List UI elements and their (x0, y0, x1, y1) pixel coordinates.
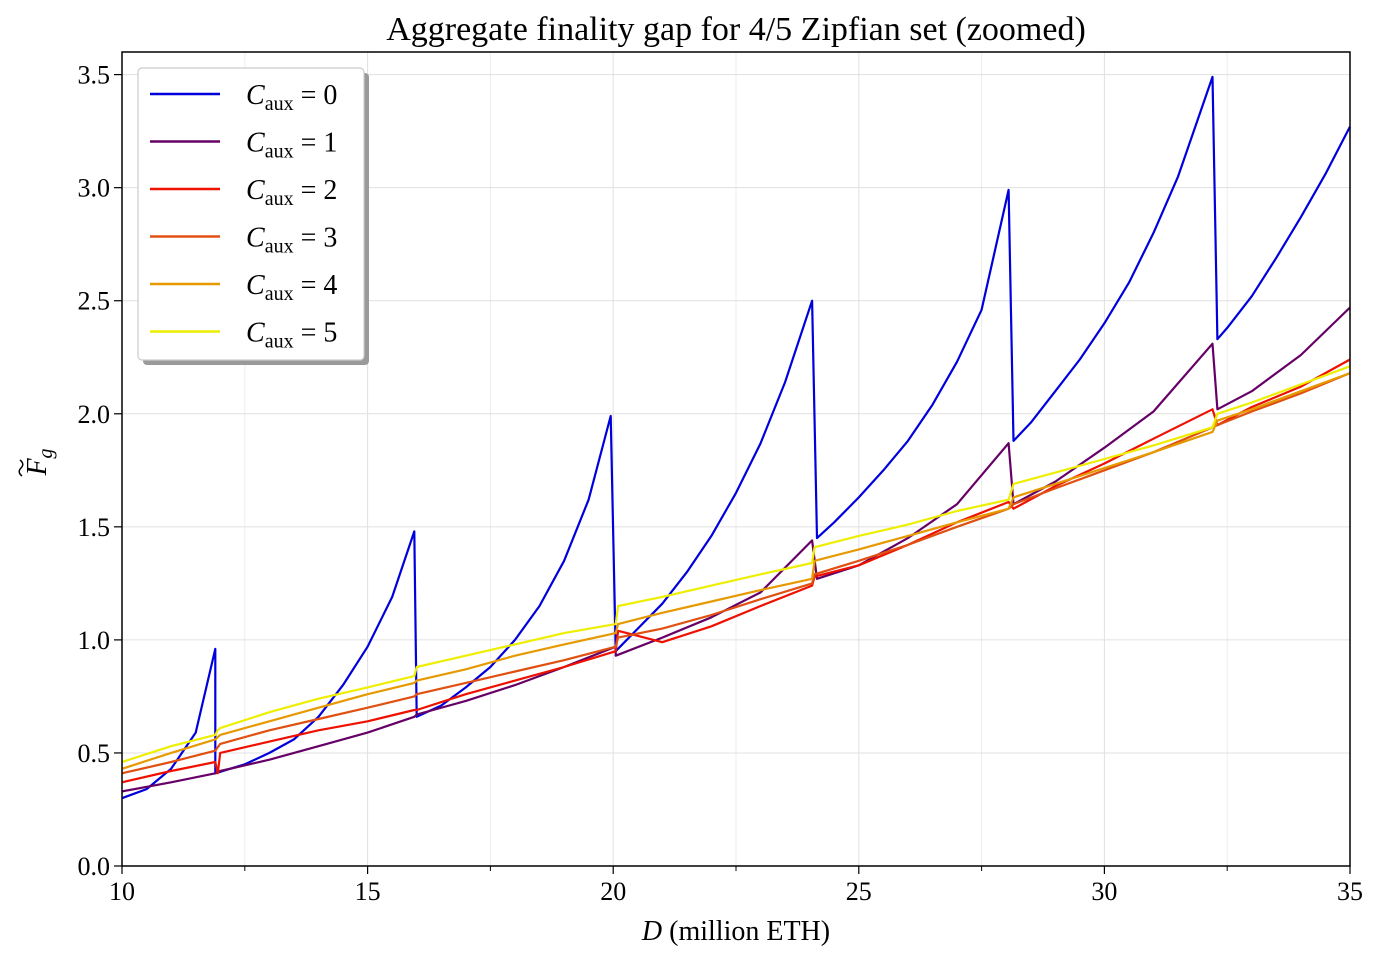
y-axis-label-sub: g (35, 448, 57, 458)
legend: Caux = 0 Caux = 1 Caux = 2 Caux = 3 Caux = 4… (137, 67, 369, 365)
y-axis-ticks: 0.0 0.5 1.0 1.5 2.0 2.5 3.0 3.5 (78, 61, 122, 881)
y-axis-label: Fg (18, 448, 57, 477)
legend-label-1: Caux = 1 (246, 128, 337, 163)
y-tick-label: 0.5 (78, 739, 111, 768)
legend-box (137, 67, 365, 361)
x-tick-label: 10 (109, 877, 135, 906)
x-tick-label: 30 (1091, 877, 1117, 906)
y-tick-label: 0.0 (78, 852, 111, 881)
plot-frame (121, 51, 1351, 867)
y-tick-label: 1.0 (78, 626, 111, 655)
x-axis-ticks: 10 15 20 25 30 35 (109, 866, 1363, 906)
legend-label-5: Caux = 5 (246, 318, 337, 353)
y-tick-label: 3.0 (78, 174, 111, 203)
y-tick-label: 2.5 (78, 287, 111, 316)
x-axis-label-unit: (million ETH) (662, 916, 830, 947)
x-tick-label: 20 (600, 877, 626, 906)
minor-ticks (244, 866, 1228, 871)
series-line-5 (121, 365, 1351, 764)
legend-label-3: Caux = 3 (246, 223, 337, 258)
series-line-2 (121, 358, 1351, 784)
y-axis-label-tilde (18, 459, 24, 477)
y-tick-label: 2.0 (78, 400, 111, 429)
y-tick-label: 1.5 (78, 513, 111, 542)
y-tick-label: 3.5 (78, 61, 111, 90)
series-line-4 (121, 372, 1351, 770)
legend-label-2: Caux = 2 (246, 175, 337, 210)
legend-label-4: Caux = 4 (246, 270, 337, 305)
legend-label-0: Caux = 0 (246, 80, 337, 115)
y-axis-label-main: F (22, 458, 53, 477)
x-tick-label: 15 (355, 877, 381, 906)
series-lines (121, 75, 1351, 800)
x-tick-label: 25 (846, 877, 872, 906)
legend-entries: Caux = 0 Caux = 1 Caux = 2 Caux = 3 Caux = 4… (150, 80, 337, 353)
x-axis-label: D (million ETH) (641, 916, 830, 947)
series-line-1 (121, 306, 1351, 793)
chart-title: Aggregate finality gap for 4/5 Zipfian s… (386, 11, 1086, 48)
x-axis-label-variable: D (641, 916, 662, 947)
x-tick-label: 35 (1337, 877, 1363, 906)
svg-text:Fg: Fg (22, 448, 57, 476)
